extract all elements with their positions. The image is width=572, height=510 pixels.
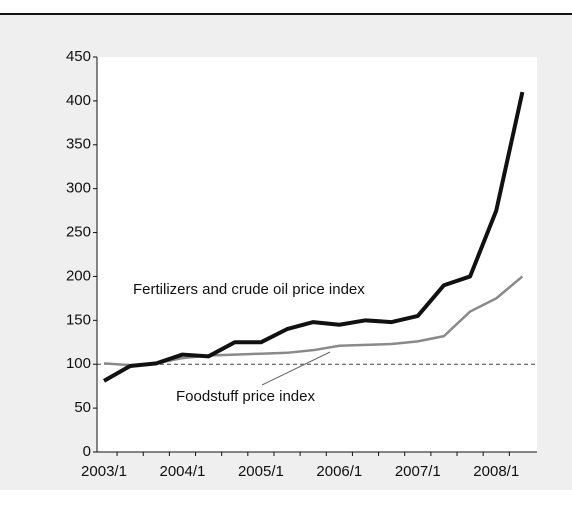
y-tick-label: 400 (66, 92, 91, 109)
y-tick-label: 450 (66, 48, 91, 65)
plot-area (97, 57, 537, 452)
series-line (103, 275, 524, 367)
x-tick-label: 2005/1 (238, 463, 284, 480)
y-tick-label: 50 (74, 399, 91, 416)
leader-line (261, 351, 331, 386)
y-tick-label: 200 (66, 267, 91, 284)
x-tick-label: 2004/1 (160, 463, 206, 480)
y-tick-label: 150 (66, 311, 91, 328)
y-tick-label: 300 (66, 180, 91, 197)
x-tick-label: 2008/1 (473, 463, 519, 480)
y-tick-label: 100 (66, 355, 91, 372)
x-tick-label: 2003/1 (81, 463, 127, 480)
x-tick-label: 2006/1 (316, 463, 362, 480)
series-label: Fertilizers and crude oil price index (133, 281, 365, 298)
series-line (103, 91, 525, 383)
x-tick-label: 2007/1 (395, 463, 441, 480)
y-tick-label: 0 (83, 443, 91, 460)
y-tick-label: 350 (66, 136, 91, 153)
series-label: Foodstuff price index (176, 388, 315, 405)
y-tick-label: 250 (66, 224, 91, 241)
